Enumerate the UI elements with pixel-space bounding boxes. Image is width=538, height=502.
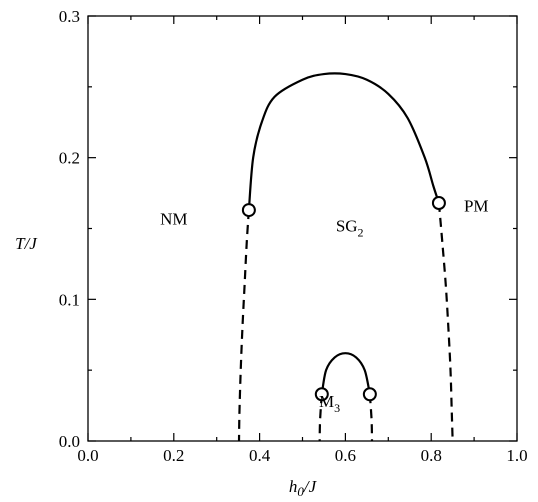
dashed-boundary-curve [368, 394, 374, 442]
labels-layer: NM SG2 PM M3 [160, 197, 488, 416]
x-axis-label: h0/J [289, 477, 318, 499]
transition-point-marker [362, 387, 377, 402]
dashed-boundary-curve [237, 210, 250, 442]
dashed-boundary-curve [437, 202, 454, 442]
x-axis-label-main: h [289, 477, 298, 496]
y-tick-label: 0.2 [59, 149, 80, 168]
region-label: SG2 [336, 216, 364, 239]
ticks-layer: 0.0 0.2 0.4 0.6 0.8 1.0 0.0 0.1 0.2 0.3 [59, 7, 528, 465]
y-tick-label: 0.3 [59, 7, 80, 26]
solid-boundary-curve [247, 72, 440, 211]
x-tick-label: 0.8 [421, 446, 442, 465]
transition-point-marker [431, 196, 446, 210]
region-label: NM [160, 209, 187, 228]
transition-point-marker [241, 203, 256, 218]
x-axis-label-suffix: /J [303, 477, 318, 496]
y-tick-label: 0.0 [59, 432, 80, 451]
region-label: M3 [319, 392, 340, 415]
region-label: PM [464, 197, 489, 216]
x-tick-label: 0.2 [163, 446, 184, 465]
curves-layer [237, 72, 454, 442]
x-tick-label: 0.0 [77, 446, 98, 465]
markers-layer [241, 196, 446, 402]
y-axis-label: T/J [15, 234, 38, 253]
x-tick-label: 0.6 [335, 446, 356, 465]
solid-boundary-curve [320, 352, 371, 395]
x-tick-label: 1.0 [506, 446, 527, 465]
y-tick-label: 0.1 [59, 290, 80, 309]
x-tick-label: 0.4 [249, 446, 271, 465]
transition-point-marker [314, 387, 329, 402]
x-axis-label-sub: 0 [297, 484, 304, 499]
